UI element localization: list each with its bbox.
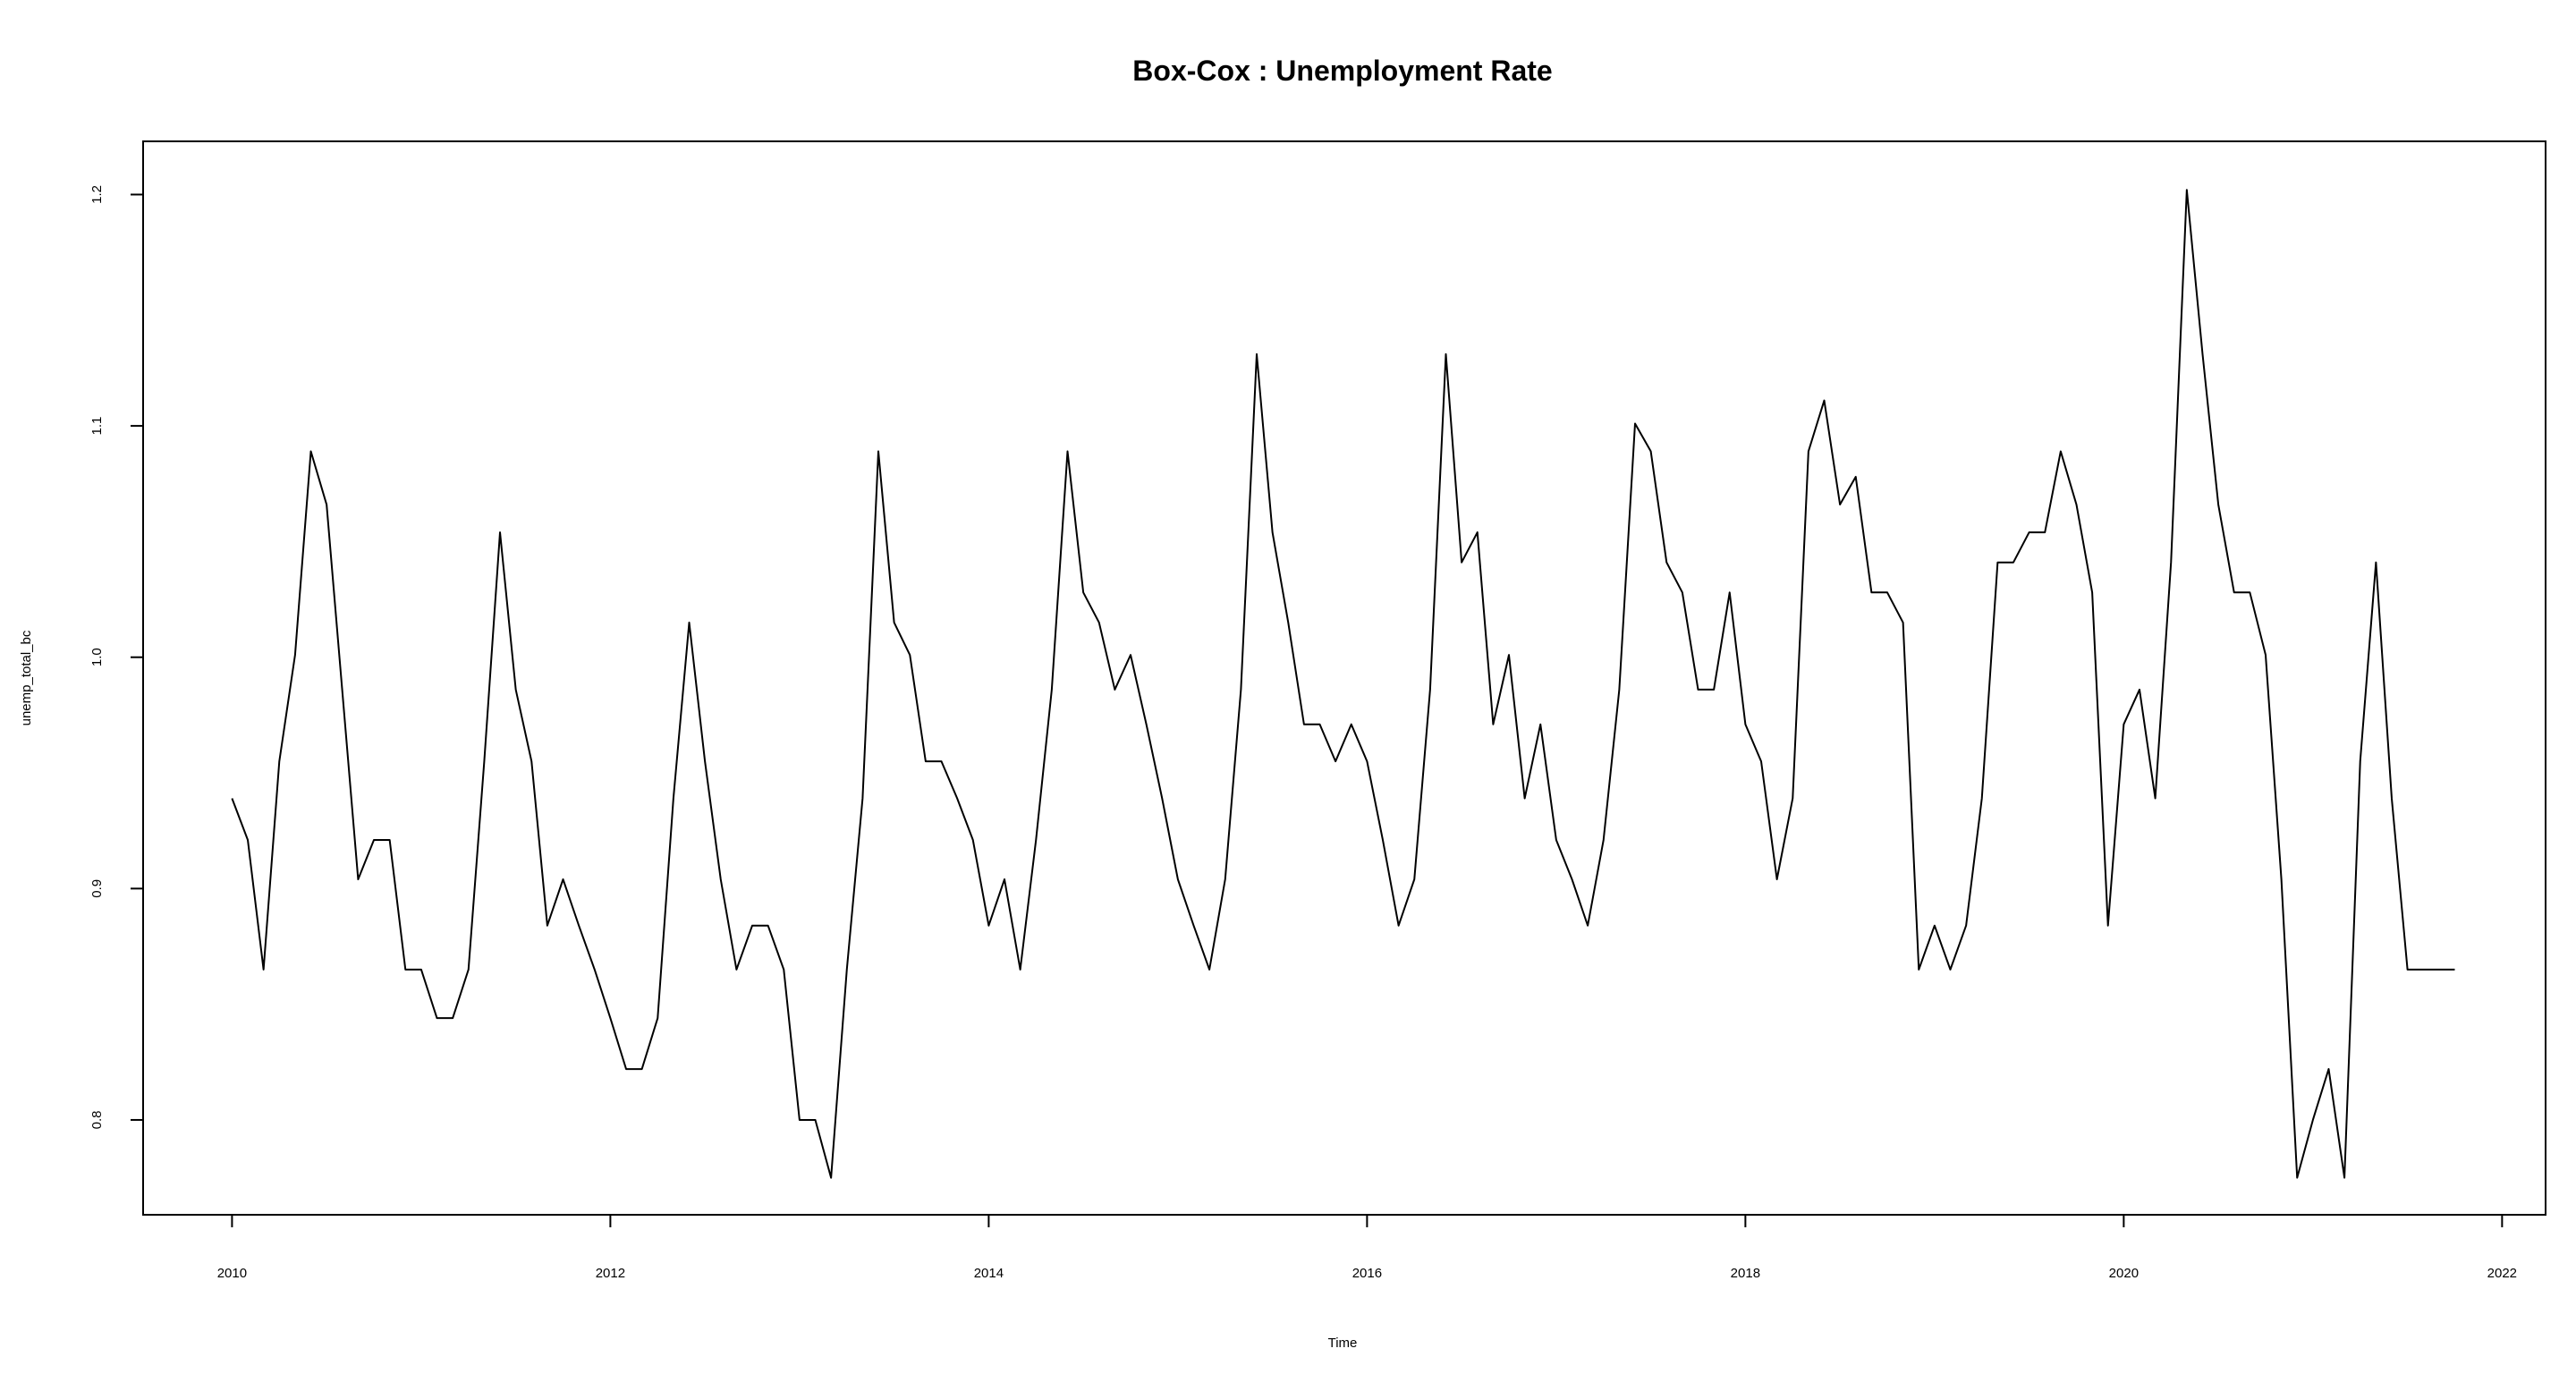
x-tick-label: 2012 bbox=[596, 1266, 625, 1281]
y-axis-label: unemp_total_bc bbox=[19, 630, 34, 725]
series-line bbox=[231, 189, 2455, 1179]
x-tick-label: 2010 bbox=[217, 1266, 247, 1281]
y-tick-label: 1.0 bbox=[89, 648, 105, 666]
x-tick-label: 2014 bbox=[974, 1266, 1004, 1281]
x-tick-label: 2018 bbox=[1731, 1266, 1760, 1281]
chart-title: Box-Cox : Unemployment Rate bbox=[1132, 55, 1552, 87]
plot-frame bbox=[142, 140, 2546, 1216]
y-axis: 0.8 0.9 1.0 1.1 1.2 bbox=[89, 185, 144, 1130]
y-tick-label: 0.9 bbox=[89, 879, 105, 898]
y-tick-label: 1.2 bbox=[89, 185, 105, 204]
x-tick-label: 2016 bbox=[1352, 1266, 1382, 1281]
x-tick-label: 2022 bbox=[2487, 1266, 2517, 1281]
y-tick-label: 1.1 bbox=[89, 417, 105, 436]
x-axis-label: Time bbox=[1328, 1336, 1358, 1351]
x-tick-label: 2020 bbox=[2109, 1266, 2139, 1281]
y-tick-label: 0.8 bbox=[89, 1111, 105, 1130]
x-axis: 2010 2012 2014 2016 2018 2020 2022 bbox=[217, 1214, 2517, 1281]
